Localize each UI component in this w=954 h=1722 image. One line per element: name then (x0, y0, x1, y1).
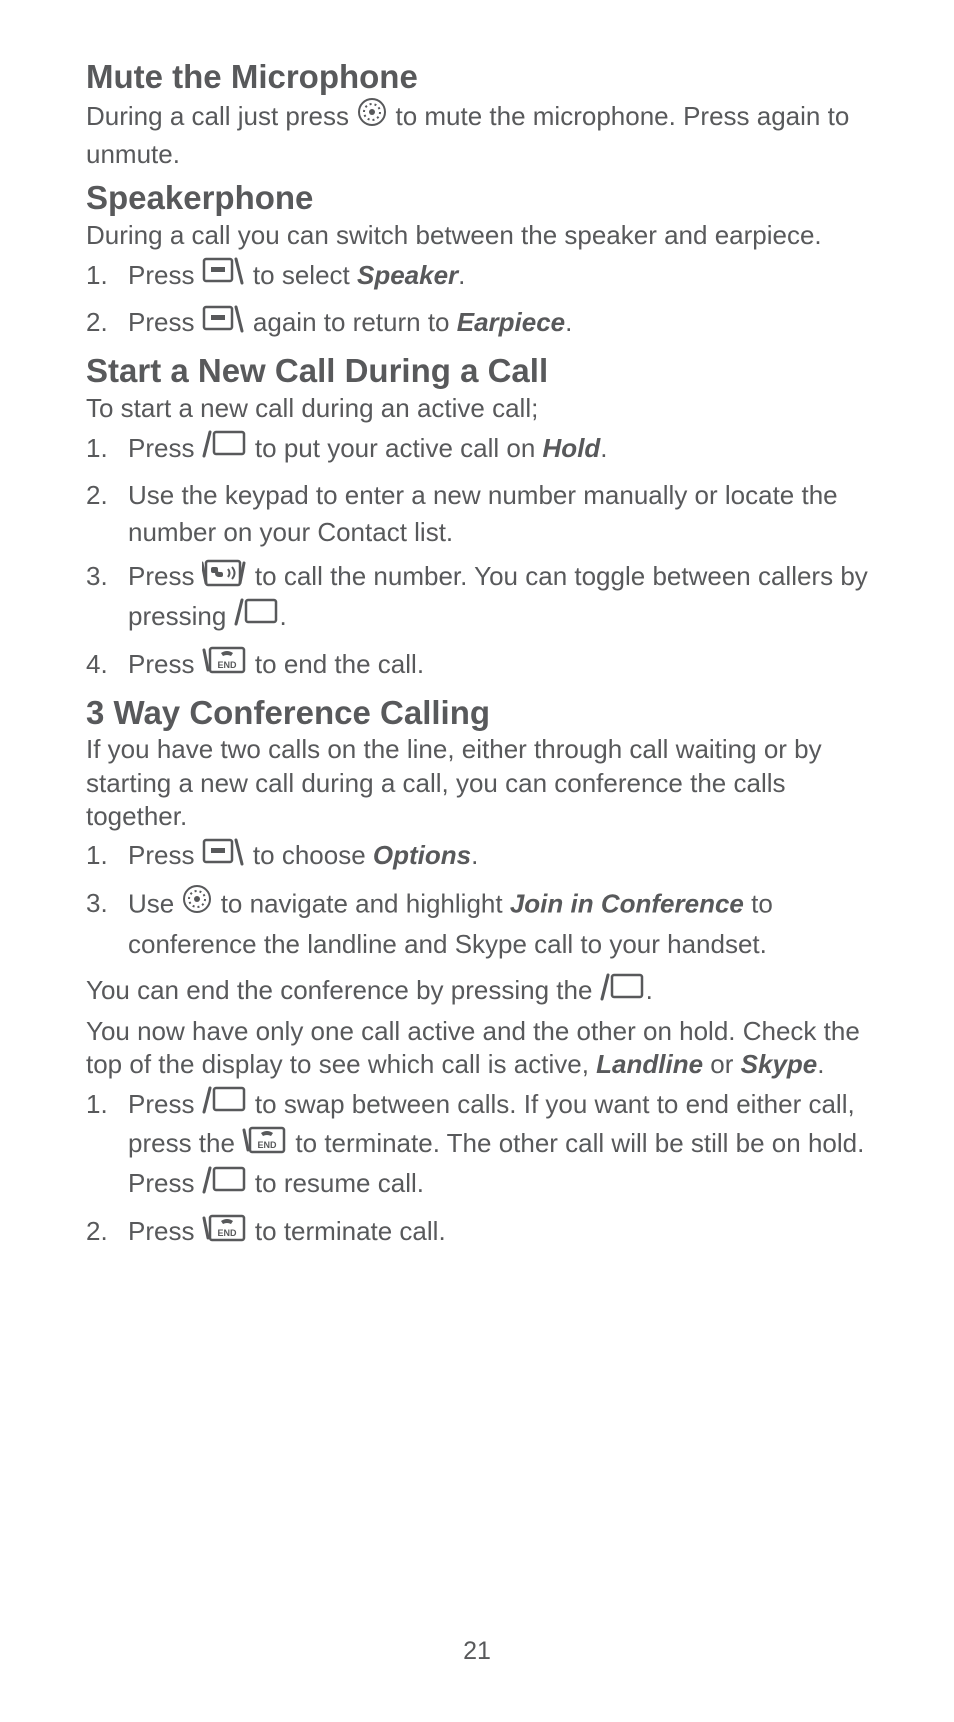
speaker-steps: 1. Press to select Speaker. 2. Press aga… (86, 257, 868, 345)
text: You can end the conference by pressing t… (86, 975, 600, 1005)
heading-speakerphone: Speakerphone (86, 179, 868, 217)
text: Press (128, 307, 202, 337)
step-number: 4. (86, 646, 108, 682)
step: 2. Use the keypad to enter a new number … (86, 477, 868, 550)
bold-term: Landline (596, 1049, 703, 1079)
text: to select (253, 260, 357, 290)
bold-term: Hold (543, 433, 601, 463)
text: Press (128, 649, 202, 679)
text: . (646, 975, 653, 1005)
speaker-intro: During a call you can switch between the… (86, 219, 868, 252)
text: to choose (253, 840, 373, 870)
step: 1. Press to put your active call on Hold… (86, 430, 868, 470)
step: 2. Press again to return to Earpiece. (86, 304, 868, 344)
bold-term: Join in Conference (510, 889, 744, 919)
text: . (565, 307, 572, 337)
step-number: 1. (86, 430, 108, 466)
softkey-right-icon (202, 1084, 248, 1123)
text: . (280, 601, 287, 631)
bold-term: Speaker (357, 260, 458, 290)
softkey-right-icon (202, 1164, 248, 1203)
conf-after-paragraph: You now have only one call active and th… (86, 1015, 868, 1082)
text: . (471, 840, 478, 870)
nav-center-icon (181, 883, 213, 924)
conf-intro: If you have two calls on the line, eithe… (86, 733, 868, 833)
text: Press (128, 840, 202, 870)
step: 2. Press to terminate call. (86, 1213, 868, 1253)
softkey-left-icon (202, 303, 246, 342)
text: to navigate and highlight (221, 889, 510, 919)
step: 1. Press to swap between calls. If you w… (86, 1086, 868, 1205)
step-number: 2. (86, 477, 108, 513)
text: Use the keypad to enter a new number man… (128, 480, 838, 546)
bold-term: Options (373, 840, 471, 870)
softkey-right-icon (234, 596, 280, 635)
heading-mute: Mute the Microphone (86, 58, 868, 96)
softkey-left-icon (202, 836, 246, 875)
conf-steps-a: 1. Press to choose Options. 3. Use to na… (86, 837, 868, 963)
text: Press (128, 1089, 202, 1119)
bold-term: Skype (741, 1049, 818, 1079)
step-number: 1. (86, 257, 108, 293)
step-number: 1. (86, 1086, 108, 1122)
text: . (458, 260, 465, 290)
step: 1. Press to select Speaker. (86, 257, 868, 297)
text: Press (128, 433, 202, 463)
step-number: 3. (86, 558, 108, 594)
step: 4. Press to end the call. (86, 646, 868, 686)
newcall-steps: 1. Press to put your active call on Hold… (86, 430, 868, 686)
heading-newcall: Start a New Call During a Call (86, 352, 868, 390)
nav-center-icon (356, 96, 388, 136)
newcall-intro: To start a new call during an active cal… (86, 392, 868, 425)
conf-steps-b: 1. Press to swap between calls. If you w… (86, 1086, 868, 1253)
step: 3. Press to call the number. You can tog… (86, 558, 868, 638)
mute-paragraph: During a call just press to mute the mic… (86, 98, 868, 172)
step-number: 1. (86, 837, 108, 873)
step-number: 2. (86, 304, 108, 340)
text: to resume call. (248, 1168, 424, 1198)
page-number: 21 (0, 1637, 954, 1666)
talk-icon (202, 557, 248, 596)
step-number: 2. (86, 1213, 108, 1249)
text: to put your active call on (255, 433, 543, 463)
softkey-right-icon (600, 971, 646, 1009)
end-icon (202, 1212, 248, 1251)
heading-conference: 3 Way Conference Calling (86, 694, 868, 732)
text: Press (128, 561, 202, 591)
step: 3. Use to navigate and highlight Join in… (86, 885, 868, 963)
text: Press (128, 260, 202, 290)
softkey-right-icon (202, 428, 248, 467)
text: Use (128, 889, 181, 919)
text: Press (128, 1216, 202, 1246)
text: again to return to (253, 307, 457, 337)
text: or (710, 1049, 740, 1079)
end-icon (202, 644, 248, 683)
end-icon (242, 1124, 288, 1163)
conf-end-paragraph: You can end the conference by pressing t… (86, 973, 868, 1011)
text: . (600, 433, 607, 463)
text: to terminate call. (255, 1216, 446, 1246)
step-number: 3. (86, 885, 108, 921)
text: . (817, 1049, 824, 1079)
step: 1. Press to choose Options. (86, 837, 868, 877)
text: During a call just press (86, 101, 356, 131)
bold-term: Earpiece (457, 307, 565, 337)
softkey-left-icon (202, 255, 246, 294)
text: to end the call. (255, 649, 424, 679)
